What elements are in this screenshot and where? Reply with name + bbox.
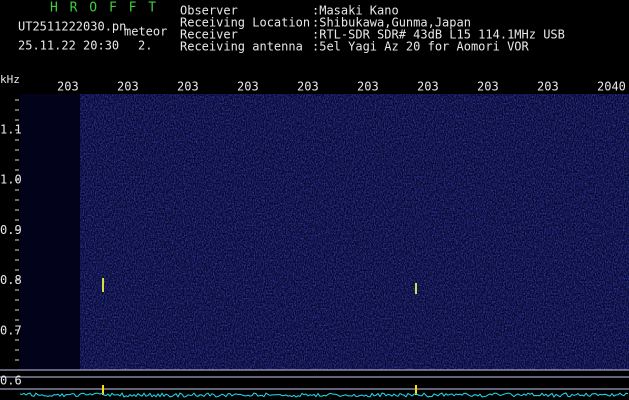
freq-label: 1.1: [0, 123, 22, 137]
datetime: 25.11.22 20:30: [18, 39, 119, 53]
file-name: UT2511222030.pn: [18, 20, 126, 34]
freq-label: 0.7: [0, 323, 22, 337]
field-value: :RTL-SDR SDR# 43dB L15 114.1MHz USB: [312, 28, 565, 42]
freq-label: 0.8: [0, 273, 22, 287]
kind: meteor: [124, 25, 167, 39]
unit: kHz: [0, 73, 20, 86]
time-label: 203: [177, 80, 199, 94]
count: 2.: [138, 39, 152, 53]
freq-label: 0.6: [0, 374, 22, 388]
time-label: 203: [117, 80, 139, 94]
time-label: 203: [57, 80, 79, 94]
time-label: 203: [417, 80, 439, 94]
spectrogram-left: [20, 94, 80, 370]
field-label: Receiver: [180, 28, 238, 42]
field-value: :5el Yagi Az 20 for Aomori VOR: [312, 40, 530, 54]
spectrogram-noise: [80, 94, 629, 370]
time-label: 2040: [597, 80, 626, 94]
freq-label: 1.0: [0, 173, 22, 187]
field-label: Observer: [180, 4, 238, 18]
field-label: Receiving Location: [180, 16, 310, 30]
field-label: Receiving antenna: [180, 40, 303, 54]
time-label: 203: [297, 80, 319, 94]
time-label: 203: [537, 80, 559, 94]
app-title: H R O F F T: [50, 1, 158, 16]
time-label: 203: [237, 80, 259, 94]
time-label: 203: [357, 80, 379, 94]
freq-label: 0.9: [0, 223, 22, 237]
signal-trace: [19, 392, 629, 398]
field-value: :Shibukawa,Gunma,Japan: [312, 16, 471, 30]
time-label: 203: [477, 80, 499, 94]
field-value: :Masaki Kano: [312, 4, 399, 18]
